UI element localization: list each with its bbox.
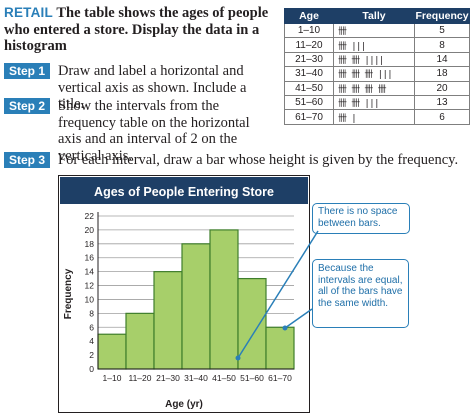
y-tick-label: 4 bbox=[89, 336, 94, 346]
age-cell: 31–40 bbox=[284, 66, 334, 82]
table-row: 41–50 卌 卌 卌 卌 20 bbox=[284, 80, 470, 96]
y-tick-label: 18 bbox=[85, 239, 95, 249]
callout-equal-intervals: Because the intervals are equal, all of … bbox=[312, 259, 409, 328]
y-tick-label: 6 bbox=[89, 322, 94, 332]
age-cell: 61–70 bbox=[284, 109, 334, 125]
y-tick-label: 14 bbox=[85, 267, 95, 277]
y-tick-label: 10 bbox=[85, 294, 95, 304]
table-body: 1–10 卌 5 11–20 卌 ||| 8 21–30 卌 卌 |||| 14 31–40 卌 卌… bbox=[284, 22, 470, 125]
table-row: 21–30 卌 卌 |||| 14 bbox=[284, 51, 470, 68]
age-cell: 21–30 bbox=[284, 51, 334, 68]
y-tick-label: 2 bbox=[89, 350, 94, 360]
x-axis-label: Age (yr) bbox=[165, 399, 203, 410]
histogram-bar bbox=[153, 271, 183, 370]
frequency-cell: 8 bbox=[414, 37, 470, 53]
y-tick-label: 20 bbox=[85, 225, 95, 235]
table-row: 51–60 卌 卌 ||| 13 bbox=[284, 94, 470, 111]
table-row: 61–70 卌 | 6 bbox=[284, 109, 470, 125]
y-tick-label: 12 bbox=[85, 281, 95, 291]
header-frequency: Frequency bbox=[414, 8, 470, 24]
problem-text: The table shows the ages of people who e… bbox=[4, 5, 269, 54]
callout-no-space: There is no space between bars. bbox=[312, 203, 410, 234]
y-tick-label: 22 bbox=[85, 211, 95, 221]
frequency-cell: 13 bbox=[414, 94, 470, 111]
histogram-bar bbox=[209, 229, 239, 370]
x-tick-label: 51–60 bbox=[240, 373, 264, 383]
step-2-text: Show the intervals from the frequency ta… bbox=[58, 98, 250, 164]
chart-title: Ages of People Entering Store bbox=[94, 185, 274, 199]
age-cell: 11–20 bbox=[284, 37, 334, 53]
header-tally: Tally bbox=[333, 8, 415, 24]
step-3-badge: Step 3 bbox=[4, 152, 51, 168]
step-3-text: For each interval, draw a bar whose heig… bbox=[58, 152, 459, 168]
tally-cell: 卌 | bbox=[333, 109, 415, 125]
frequency-cell: 6 bbox=[414, 109, 470, 125]
problem-statement: RETAIL The table shows the ages of peopl… bbox=[4, 5, 272, 55]
x-tick-label: 31–40 bbox=[184, 373, 208, 383]
tally-cell: 卌 ||| bbox=[333, 37, 415, 53]
age-cell: 41–50 bbox=[284, 80, 334, 96]
histogram-chart: Ages of People Entering Store 0 2 4 6 8 10 12 1… bbox=[58, 175, 310, 413]
histogram-bar bbox=[265, 326, 295, 370]
table-row: 11–20 卌 ||| 8 bbox=[284, 37, 470, 53]
x-tick-label: 1–10 bbox=[103, 373, 122, 383]
tally-cell: 卌 bbox=[333, 22, 415, 39]
histogram-bar bbox=[181, 243, 211, 370]
table-row: 31–40 卌 卌 卌 ||| 18 bbox=[284, 66, 470, 82]
frequency-cell: 20 bbox=[414, 80, 470, 96]
frequency-table: Age Tally Frequency 1–10 卌 5 11–20 卌 ||| 8 21–… bbox=[284, 8, 470, 125]
frequency-cell: 18 bbox=[414, 66, 470, 82]
table-row: 1–10 卌 5 bbox=[284, 22, 470, 39]
tally-cell: 卌 卌 卌 ||| bbox=[333, 66, 415, 82]
x-tick-label: 11–20 bbox=[128, 373, 151, 383]
tally-cell: 卌 卌 ||| bbox=[333, 94, 415, 111]
y-axis-label: Frequency bbox=[63, 268, 74, 319]
table-header-row: Age Tally Frequency bbox=[284, 8, 470, 24]
y-tick-label: 0 bbox=[89, 364, 94, 374]
age-cell: 1–10 bbox=[284, 22, 334, 39]
y-tick-label: 8 bbox=[89, 308, 94, 318]
frequency-cell: 14 bbox=[414, 51, 470, 68]
tally-cell: 卌 卌 |||| bbox=[333, 51, 415, 68]
histogram-bar bbox=[97, 333, 127, 370]
frequency-cell: 5 bbox=[414, 22, 470, 39]
x-tick-label: 41–50 bbox=[212, 373, 236, 383]
tally-cell: 卌 卌 卌 卌 bbox=[333, 80, 415, 96]
step-2-badge: Step 2 bbox=[4, 98, 51, 114]
x-tick-label: 21–30 bbox=[156, 373, 180, 383]
header-age: Age bbox=[284, 8, 334, 24]
y-tick-label: 16 bbox=[85, 253, 95, 263]
histogram-bar bbox=[237, 277, 267, 370]
step-1-text: Draw and label a horizontal and vertical… bbox=[58, 63, 247, 112]
chart-title-bar bbox=[60, 177, 308, 204]
problem-keyword: RETAIL bbox=[4, 5, 53, 20]
step-1-badge: Step 1 bbox=[4, 63, 51, 79]
histogram-bar bbox=[125, 312, 155, 370]
age-cell: 51–60 bbox=[284, 94, 334, 111]
x-tick-label: 61–70 bbox=[268, 373, 292, 383]
